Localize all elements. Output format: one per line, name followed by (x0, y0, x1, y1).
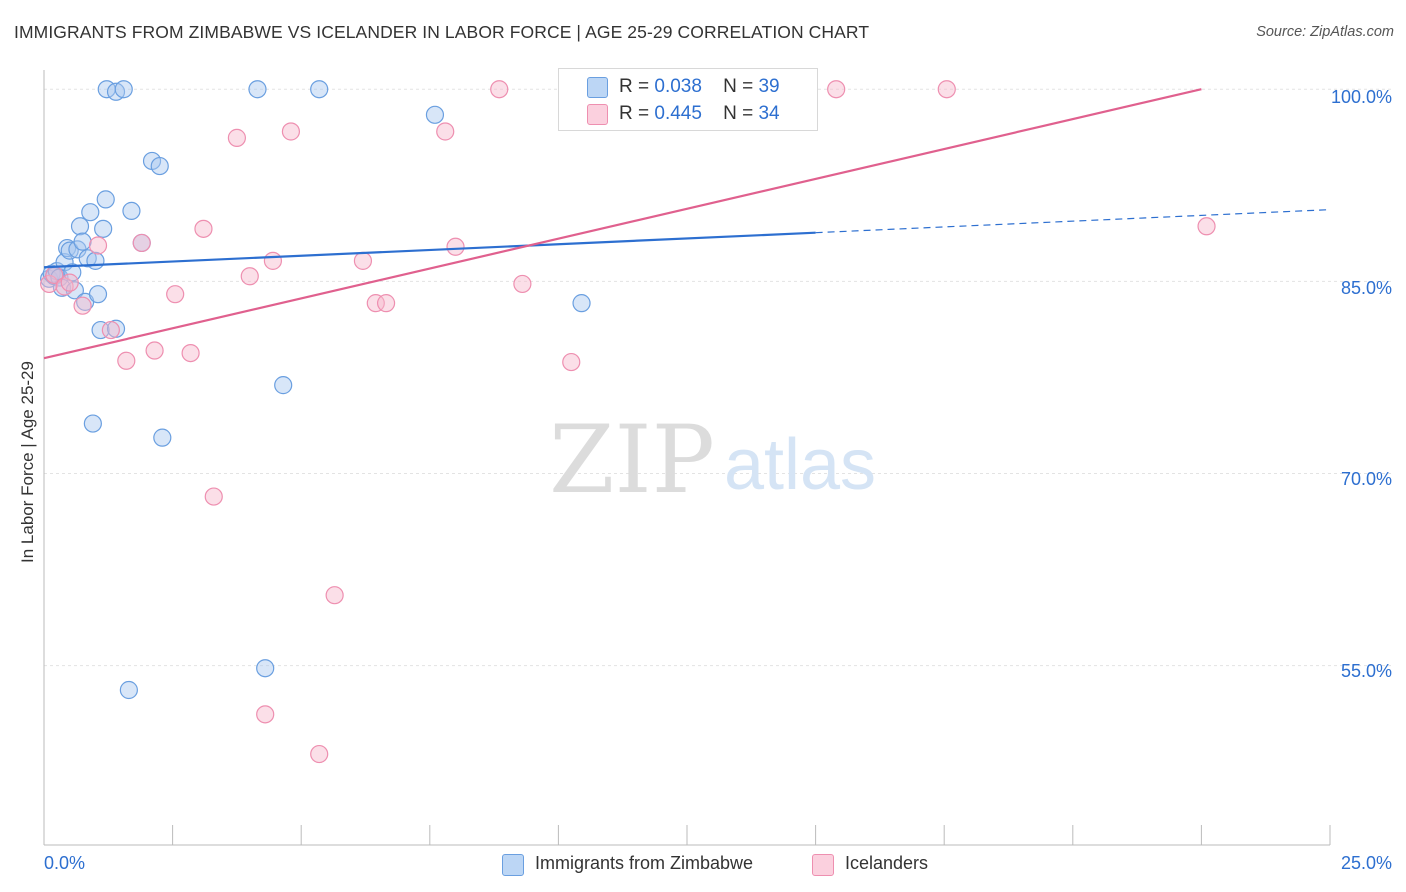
y-tick-label-70: 70.0% (1340, 469, 1392, 489)
correlation-legend: R = 0.038 N = 39 R = 0.445 N = 34 (558, 68, 818, 131)
icelander-point (145, 341, 164, 360)
icelander-point (827, 80, 846, 99)
gridlines (44, 88, 1392, 667)
zimbabwe-point (81, 203, 100, 222)
zimbabwe-point (91, 320, 110, 340)
watermark-atlas: atlas (724, 425, 876, 505)
icelander-point (166, 285, 185, 304)
legend-n-label: N = (723, 76, 754, 97)
icelander-point (436, 122, 455, 141)
icelander-point (227, 128, 246, 147)
zimbabwe-point (94, 219, 113, 238)
zimbabwe-point (73, 232, 92, 251)
icelander-point (446, 237, 465, 256)
legend-r-label: R = (619, 103, 650, 124)
zimbabwe-point (70, 217, 90, 236)
bottom-legend-swatch-blue (502, 854, 524, 876)
icelander-point (366, 294, 385, 313)
icelander-point (117, 351, 136, 370)
icelander-point (73, 296, 92, 315)
watermark: ZIP atlas (549, 406, 876, 515)
zimbabwe-point (119, 680, 138, 700)
zimbabwe-point (96, 190, 115, 209)
series-zimbabwe-points (40, 80, 591, 700)
y-tick-label-55: 55.0% (1340, 661, 1392, 681)
bottom-legend-swatch-pink (812, 854, 834, 876)
zimbabwe-point (425, 105, 445, 124)
zimbabwe-point (248, 80, 267, 99)
chart-title: IMMIGRANTS FROM ZIMBABWE VS ICELANDER IN… (14, 22, 870, 42)
icelander-point (376, 294, 396, 313)
icelander-point (263, 251, 283, 270)
icelander-point (1197, 217, 1216, 236)
zimbabwe-point (150, 156, 169, 176)
legend-r-value-icelanders: 0.445 (654, 103, 702, 124)
zimbabwe-trend-line (43, 231, 816, 269)
legend-r-value-zimbabwe: 0.038 (654, 76, 702, 97)
legend-swatch-pink (587, 104, 608, 125)
icelander-point (88, 236, 108, 255)
zimbabwe-point (60, 241, 79, 260)
icelander-point (204, 487, 223, 506)
icelander-point (60, 273, 79, 292)
x-tick-label-min: 0.0% (44, 853, 86, 873)
icelander-point (325, 586, 344, 605)
zimbabwe-trend-extension (815, 209, 1331, 234)
zimbabwe-point (114, 80, 133, 99)
zimbabwe-point (122, 201, 141, 221)
legend-swatch-blue (587, 77, 608, 98)
y-axis-label: In Labor Force | Age 25-29 (18, 361, 37, 563)
icelander-point (281, 122, 301, 141)
zimbabwe-point (88, 285, 108, 304)
icelander-point (132, 233, 151, 253)
icelander-point (181, 343, 200, 363)
y-tick-label-100: 100.0% (1330, 87, 1392, 107)
legend-r-label: R = (619, 76, 650, 97)
icelander-point (101, 320, 120, 340)
zimbabwe-point (274, 376, 293, 395)
watermark-zip: ZIP (549, 406, 715, 515)
legend-n-value-icelanders: 34 (758, 103, 780, 124)
icelander-point (310, 744, 329, 764)
legend-n-value-zimbabwe: 39 (758, 76, 780, 97)
icelander-point (937, 80, 956, 99)
source-credit: Source: ZipAtlas.com (1256, 24, 1394, 40)
zimbabwe-point (572, 294, 591, 313)
icelander-point (40, 274, 59, 294)
trend-lines (43, 88, 1331, 360)
icelander-point (256, 705, 275, 724)
icelander-point (490, 80, 509, 99)
zimbabwe-point (256, 659, 275, 678)
icelander-point (513, 274, 532, 294)
y-tick-label-85: 85.0% (1340, 278, 1392, 298)
icelanders-trend-line (43, 88, 1202, 360)
legend-n-label: N = (723, 103, 754, 124)
bottom-legend-label-zimbabwe: Immigrants from Zimbabwe (535, 853, 754, 873)
icelander-point (240, 267, 259, 286)
series-icelanders-points (40, 80, 1216, 764)
zimbabwe-point (83, 414, 102, 433)
bottom-legend-label-icelanders: Icelanders (845, 853, 929, 873)
zimbabwe-point (153, 428, 172, 447)
icelander-point (562, 352, 581, 372)
zimbabwe-point (310, 80, 329, 99)
icelander-point (194, 219, 213, 238)
zimbabwe-point (86, 251, 105, 270)
x-tick-label-max: 25.0% (1340, 853, 1392, 873)
axes (43, 70, 1331, 846)
icelander-point (353, 251, 373, 270)
